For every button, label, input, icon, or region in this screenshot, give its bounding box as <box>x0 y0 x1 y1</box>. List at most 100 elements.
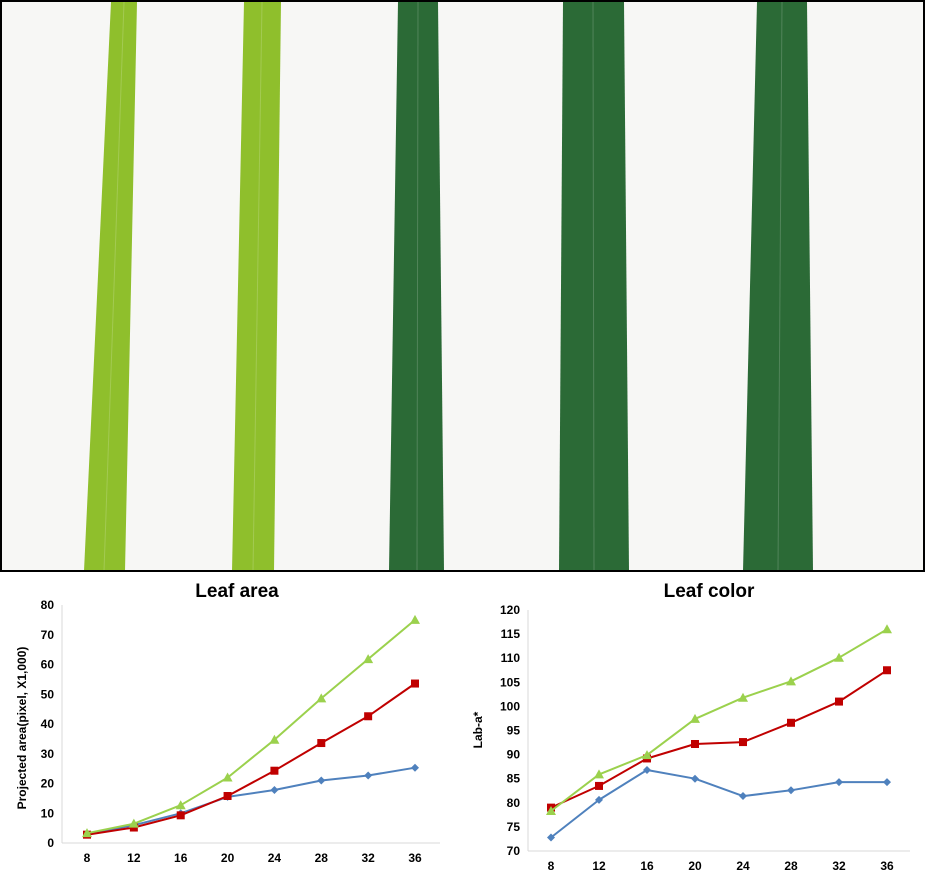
series-line-2 <box>86 682 416 836</box>
data-point <box>317 776 326 785</box>
data-point <box>739 738 747 747</box>
data-point <box>546 805 556 815</box>
series-group <box>82 614 420 839</box>
data-point <box>270 766 279 775</box>
y-tick-label: 50 <box>41 687 55 701</box>
x-tick-label: 12 <box>592 859 606 873</box>
data-point <box>175 800 186 810</box>
y-tick-label: 75 <box>507 820 521 834</box>
data-point <box>410 614 420 624</box>
y-tick-label: 10 <box>41 806 55 820</box>
y-tick-label: 80 <box>41 598 55 612</box>
photo-frame <box>0 0 925 572</box>
data-point <box>787 786 795 795</box>
y-tick-label: 95 <box>507 724 521 738</box>
y-tick-label: 120 <box>500 603 520 617</box>
leaf-5 <box>743 2 813 571</box>
data-point <box>690 713 700 723</box>
y-tick-labels: 70 75 80 85 90 95 100 105 110 115 120 <box>500 603 520 858</box>
data-point <box>547 833 555 842</box>
leaf-area-chart: Leaf area Projected area(pixel, X1,000) … <box>15 581 440 865</box>
data-point <box>594 769 604 779</box>
data-point <box>691 739 699 748</box>
data-point <box>411 679 419 688</box>
data-point <box>317 739 326 748</box>
y-tick-label: 115 <box>501 627 521 641</box>
data-point <box>316 693 327 703</box>
y-tick-label: 85 <box>507 772 521 786</box>
x-tick-label: 12 <box>127 851 141 865</box>
chart-title: Leaf area <box>195 581 279 602</box>
data-point <box>835 778 843 787</box>
leaf-2 <box>232 2 281 571</box>
chart-title: Leaf color <box>664 581 755 602</box>
data-point <box>738 692 748 702</box>
data-point <box>786 676 796 686</box>
data-point <box>269 734 280 744</box>
x-tick-label: 16 <box>640 859 654 873</box>
data-point <box>882 624 892 634</box>
data-point <box>176 811 185 820</box>
leaf-4 <box>559 2 629 571</box>
leaf-veins <box>103 1 783 572</box>
data-point <box>883 666 891 675</box>
y-tick-label: 80 <box>507 796 521 810</box>
x-tick-label: 8 <box>84 851 91 865</box>
y-axis-label: Projected area(pixel, X1,000) <box>15 647 29 810</box>
data-point <box>883 778 891 787</box>
data-point <box>595 795 603 804</box>
x-tick-label: 36 <box>880 859 894 873</box>
x-tick-labels: 8 12 16 20 24 28 32 36 <box>84 851 422 865</box>
y-tick-label: 70 <box>507 844 521 858</box>
leaf-photo <box>0 0 925 572</box>
data-point <box>128 818 139 828</box>
y-tick-label: 30 <box>41 747 55 761</box>
data-point <box>739 792 747 801</box>
data-point <box>643 766 651 775</box>
x-tick-label: 8 <box>548 859 555 873</box>
x-tick-label: 36 <box>408 851 422 865</box>
y-tick-label: 110 <box>501 651 521 665</box>
data-point <box>222 772 233 782</box>
data-point <box>364 771 373 780</box>
x-tick-label: 32 <box>361 851 375 865</box>
data-point <box>691 774 699 783</box>
x-tick-label: 28 <box>315 851 329 865</box>
series-line-3 <box>86 619 416 835</box>
data-point <box>595 781 603 790</box>
data-point <box>787 718 795 727</box>
data-point <box>82 828 92 838</box>
data-point <box>834 652 844 662</box>
x-tick-label: 24 <box>268 851 282 865</box>
data-point <box>642 750 652 760</box>
data-point <box>411 763 419 772</box>
y-tick-label: 60 <box>41 658 55 672</box>
x-tick-label: 20 <box>688 859 702 873</box>
data-point <box>364 712 373 721</box>
y-tick-label: 90 <box>507 748 521 762</box>
y-tick-label: 0 <box>47 836 54 850</box>
data-point <box>835 697 843 706</box>
x-tick-label: 24 <box>736 859 750 873</box>
leaf-3 <box>389 2 444 571</box>
leaf-1 <box>84 2 137 571</box>
y-tick-labels: 0 10 20 30 40 50 60 70 80 <box>41 598 55 850</box>
y-tick-label: 70 <box>41 628 55 642</box>
y-tick-label: 40 <box>41 717 55 731</box>
x-tick-label: 28 <box>784 859 798 873</box>
y-tick-label: 100 <box>500 699 520 713</box>
data-point <box>223 791 232 800</box>
series-line-3 <box>550 628 888 812</box>
data-point <box>363 654 374 664</box>
y-axis-label: Lab-a* <box>471 711 485 748</box>
series-line-1 <box>86 766 416 836</box>
series-group <box>546 624 892 842</box>
series-line-2 <box>550 669 888 809</box>
x-tick-labels: 8 12 16 20 24 28 32 36 <box>548 859 894 873</box>
y-tick-label: 105 <box>500 675 520 689</box>
data-point <box>270 786 279 795</box>
x-tick-label: 16 <box>174 851 188 865</box>
y-tick-label: 20 <box>41 777 55 791</box>
leaf-color-chart: Leaf color Lab-a* 70 75 80 85 90 95 100 105 110 1… <box>471 581 910 873</box>
x-tick-label: 32 <box>832 859 846 873</box>
